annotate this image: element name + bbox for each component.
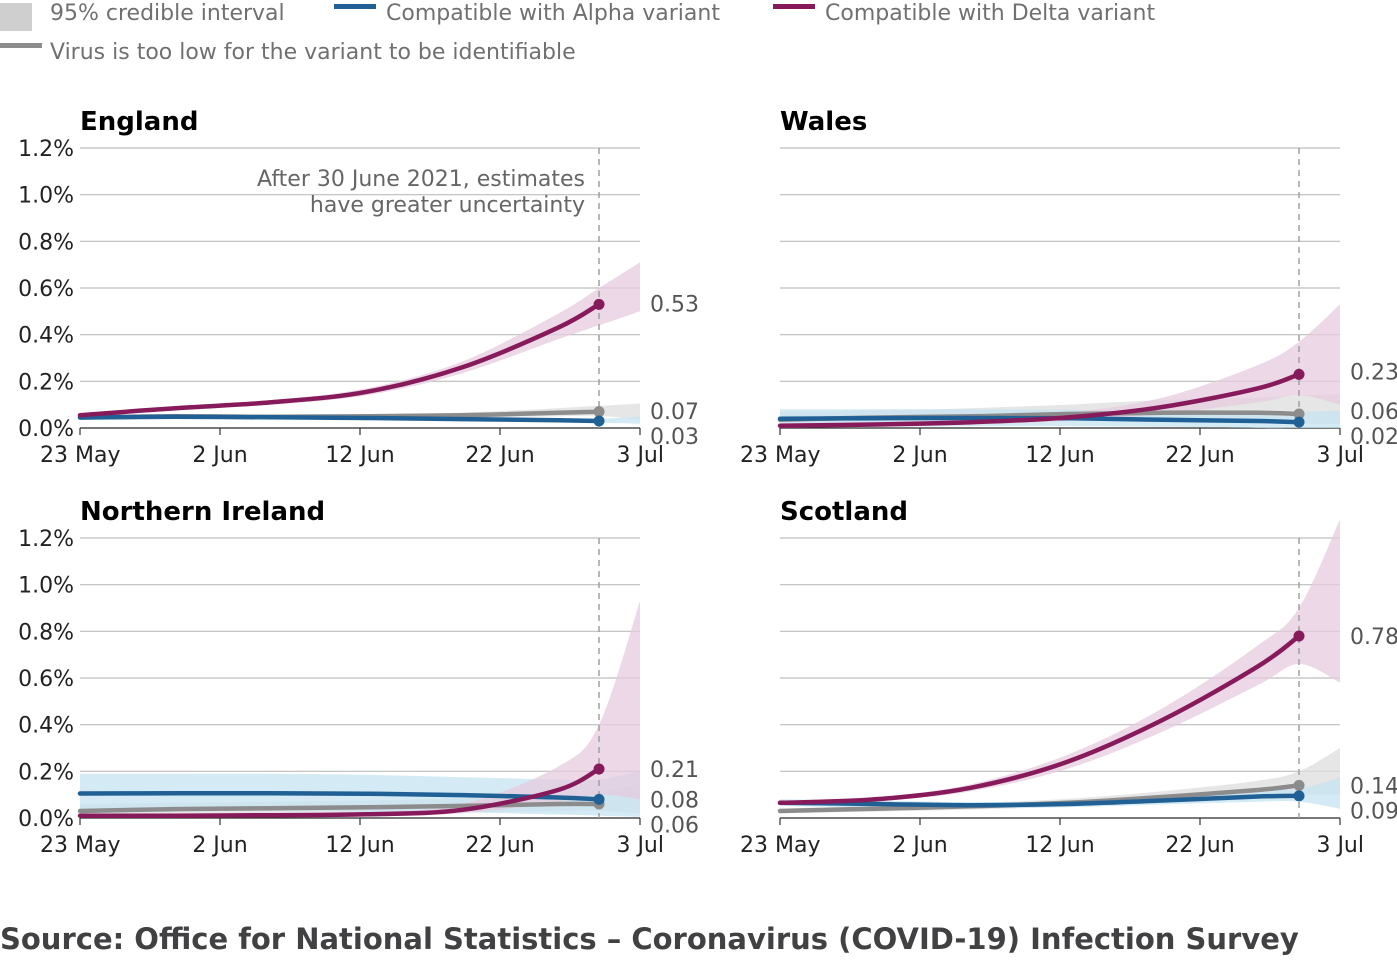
wales-panel-title: Wales bbox=[780, 107, 867, 137]
scotland-x-tick-label: 12 Jun bbox=[1025, 833, 1094, 858]
scotland-alpha-value-label: 0.09 bbox=[1350, 799, 1397, 824]
northern-ireland-y-tick-label: 0.0% bbox=[18, 807, 74, 832]
england-y-tick-label: 1.2% bbox=[18, 137, 74, 162]
scotland-x-tick-label: 22 Jun bbox=[1165, 833, 1234, 858]
england-y-tick-label: 0.4% bbox=[18, 324, 74, 349]
england-y-tick-label: 0.2% bbox=[18, 370, 74, 395]
england-y-tick-label: 0.8% bbox=[18, 230, 74, 255]
england-y-tick-label: 0.6% bbox=[18, 277, 74, 302]
wales-alpha-end-point bbox=[1293, 416, 1305, 428]
northern-ireland-low-line bbox=[77, 801, 602, 814]
wales-panel: 23 May 2 Jun 12 Jun 22 Jun 3 Jul Wales 0.23 0.0… bbox=[740, 107, 1397, 468]
northern-ireland-x-tick-label: 2 Jun bbox=[192, 833, 247, 858]
legend-alpha-label: Compatible with Alpha variant bbox=[386, 1, 720, 26]
northern-ireland-y-tick-label: 1.0% bbox=[18, 574, 74, 599]
england-panel: 0.0% 0.2% 0.4% 0.6% 0.8% 1.0% 1.2% 23 May 2 Jun 1… bbox=[18, 107, 699, 468]
northern-ireland-x-tick-label: 3 Jul bbox=[616, 833, 664, 858]
england-delta-end-point bbox=[593, 298, 605, 310]
england-low-end-point bbox=[593, 406, 605, 418]
northern-ireland-y-tick-label: 0.2% bbox=[18, 760, 74, 785]
legend-alpha-swatch bbox=[334, 4, 376, 9]
england-x-tick-label: 23 May bbox=[40, 443, 120, 468]
wales-delta-interval-band bbox=[780, 304, 1340, 427]
scotland-alpha-line bbox=[777, 793, 1302, 808]
england-x-tick-label: 3 Jul bbox=[616, 443, 664, 468]
scotland-x-tick-label: 23 May bbox=[740, 833, 820, 858]
wales-delta-end-point bbox=[1293, 368, 1305, 380]
northern-ireland-y-tick-label: 0.6% bbox=[18, 667, 74, 692]
northern-ireland-delta-line bbox=[77, 766, 602, 818]
scotland-alpha-end-point bbox=[1293, 790, 1305, 802]
wales-x-tick-label: 22 Jun bbox=[1165, 443, 1234, 468]
northern-ireland-alpha-value-label: 0.08 bbox=[650, 788, 699, 813]
legend-low-label: Virus is too low for the variant to be i… bbox=[50, 40, 576, 65]
wales-alpha-value-label: 0.02 bbox=[1350, 425, 1397, 450]
legend-interval-label: 95% credible interval bbox=[50, 1, 285, 26]
northern-ireland-delta-interval-band bbox=[80, 601, 640, 817]
england-alpha-value-label: 0.03 bbox=[650, 425, 699, 450]
england-delta-value-label: 0.53 bbox=[650, 293, 699, 318]
northern-ireland-delta-value-label: 0.21 bbox=[650, 758, 699, 783]
england-delta-line bbox=[77, 302, 602, 418]
legend-low-swatch bbox=[0, 43, 42, 48]
england-x-tick-label: 2 Jun bbox=[192, 443, 247, 468]
scotland-delta-line bbox=[777, 633, 1302, 806]
wales-delta-value-label: 0.23 bbox=[1350, 360, 1397, 385]
wales-low-end-point bbox=[1293, 408, 1305, 420]
england-x-tick-label: 12 Jun bbox=[325, 443, 394, 468]
england-alpha-line bbox=[77, 414, 602, 424]
northern-ireland-delta-end-point bbox=[593, 763, 605, 775]
northern-ireland-panel: 0.0% 0.2% 0.4% 0.6% 0.8% 1.0% 1.2% 23 May 2 Jun 1… bbox=[18, 497, 699, 858]
wales-x-tick-label: 12 Jun bbox=[1025, 443, 1094, 468]
wales-x-tick-label: 2 Jun bbox=[892, 443, 947, 468]
wales-delta-line bbox=[777, 372, 1302, 428]
scotland-delta-value-label: 0.78 bbox=[1350, 625, 1397, 650]
wales-low-value-label: 0.06 bbox=[1350, 400, 1397, 425]
england-y-tick-label: 0.0% bbox=[18, 417, 74, 442]
scotland-panel-title: Scotland bbox=[780, 497, 908, 527]
england-x-tick-label: 22 Jun bbox=[465, 443, 534, 468]
england-note-line-2: have greater uncertainty bbox=[310, 193, 585, 218]
source-note: Source: Office for National Statistics –… bbox=[0, 922, 1299, 956]
england-low-value-label: 0.07 bbox=[650, 400, 699, 425]
legend-delta-label: Compatible with Delta variant bbox=[825, 1, 1155, 26]
england-alpha-end-point bbox=[593, 415, 605, 427]
scotland-x-tick-label: 2 Jun bbox=[892, 833, 947, 858]
scotland-low-end-point bbox=[1293, 779, 1305, 791]
northern-ireland-alpha-end-point bbox=[593, 793, 605, 805]
northern-ireland-x-tick-label: 23 May bbox=[40, 833, 120, 858]
northern-ireland-y-tick-label: 0.4% bbox=[18, 714, 74, 739]
northern-ireland-panel-title: Northern Ireland bbox=[80, 497, 325, 527]
northern-ireland-x-tick-label: 22 Jun bbox=[465, 833, 534, 858]
northern-ireland-y-tick-label: 0.8% bbox=[18, 620, 74, 645]
england-note-line-1: After 30 June 2021, estimates bbox=[257, 167, 585, 192]
legend: 95% credible interval Compatible with Al… bbox=[0, 1, 1155, 65]
northern-ireland-x-tick-label: 12 Jun bbox=[325, 833, 394, 858]
legend-delta-swatch bbox=[773, 4, 815, 9]
chart-panels: 0.0% 0.2% 0.4% 0.6% 0.8% 1.0% 1.2% 23 May 2 Jun 1… bbox=[18, 107, 1397, 858]
scotland-low-value-label: 0.14 bbox=[1350, 774, 1397, 799]
northern-ireland-y-tick-label: 1.2% bbox=[18, 527, 74, 552]
northern-ireland-low-value-label: 0.06 bbox=[650, 813, 699, 838]
legend-interval-swatch bbox=[0, 3, 32, 31]
scotland-x-tick-label: 3 Jul bbox=[1316, 833, 1364, 858]
england-panel-title: England bbox=[80, 107, 198, 137]
wales-x-tick-label: 3 Jul bbox=[1316, 443, 1364, 468]
wales-x-tick-label: 23 May bbox=[740, 443, 820, 468]
scotland-delta-end-point bbox=[1293, 630, 1305, 642]
northern-ireland-alpha-line bbox=[77, 790, 602, 802]
scotland-delta-interval-band bbox=[780, 519, 1340, 804]
england-y-tick-label: 1.0% bbox=[18, 184, 74, 209]
scotland-panel: 23 May 2 Jun 12 Jun 22 Jun 3 Jul Scotland 0.78… bbox=[740, 497, 1397, 858]
